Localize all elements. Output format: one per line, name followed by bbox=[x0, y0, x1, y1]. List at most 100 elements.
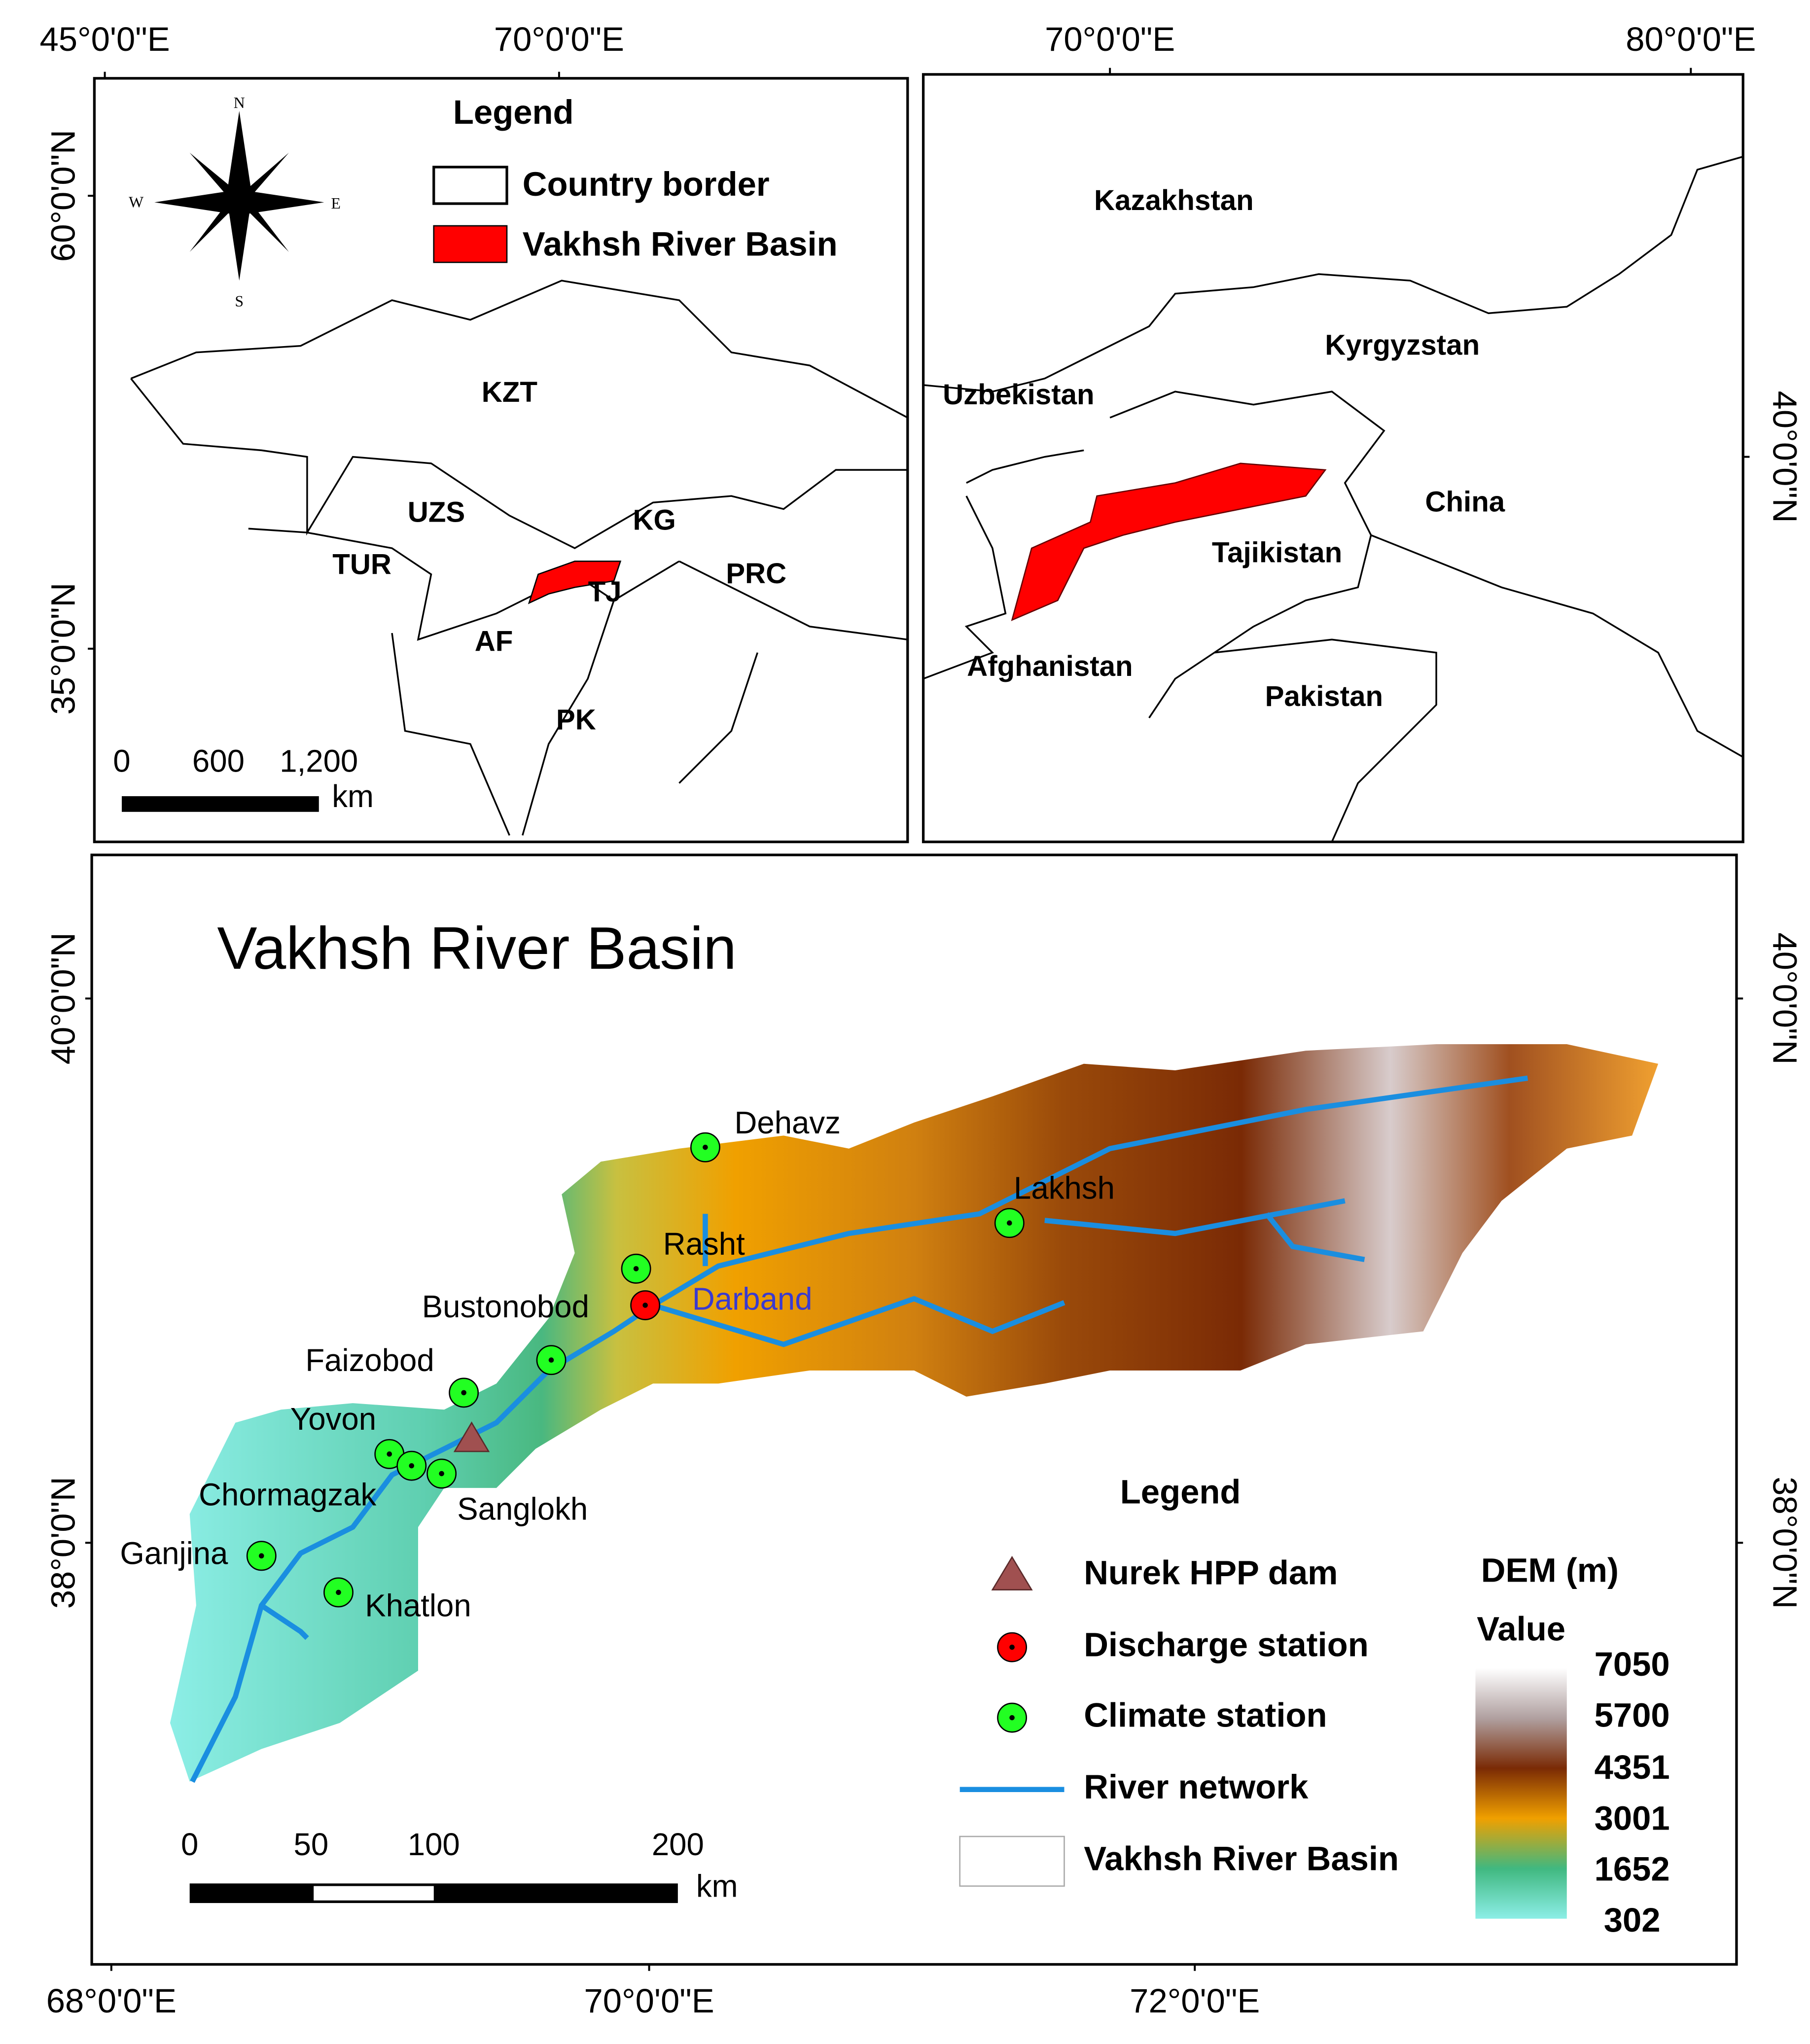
dam-marker bbox=[453, 1421, 490, 1452]
station-label: Faizobod bbox=[305, 1343, 434, 1378]
legend-swatch bbox=[433, 225, 508, 263]
legend-label: Vakhsh River Basin bbox=[523, 225, 838, 263]
station-label: Rasht bbox=[663, 1227, 745, 1262]
scale-label: 200 bbox=[652, 1827, 704, 1862]
dem-value: 4351 bbox=[1595, 1748, 1670, 1786]
legend-title: Legend bbox=[1120, 1473, 1241, 1511]
country-label: Pakistan bbox=[1265, 680, 1384, 712]
station-label: Sanglokh bbox=[457, 1492, 588, 1527]
scale-label: 0 bbox=[113, 744, 130, 779]
scale-label: 100 bbox=[408, 1827, 460, 1862]
x-axis-label: 68°0'0"E bbox=[46, 1982, 177, 2020]
basin-dem bbox=[170, 1044, 1659, 1782]
legend-label: Nurek HPP dam bbox=[1084, 1554, 1338, 1592]
station-marker bbox=[387, 1451, 392, 1457]
station-marker bbox=[409, 1463, 415, 1469]
station-marker bbox=[439, 1471, 444, 1477]
country-label: Uzbekistan bbox=[943, 379, 1094, 411]
country-label: Afghanistan bbox=[967, 650, 1133, 682]
station-marker bbox=[642, 1303, 648, 1308]
y-axis-label: 35°0'0"N bbox=[44, 583, 82, 715]
x-axis-label: 80°0'0"E bbox=[1626, 20, 1756, 58]
scale-unit: km bbox=[696, 1869, 738, 1904]
country-label: China bbox=[1425, 486, 1505, 518]
dem-colorbar bbox=[1475, 1668, 1567, 1919]
dem-value: 7050 bbox=[1595, 1645, 1670, 1683]
country-label: Kazakhstan bbox=[1094, 184, 1254, 216]
station-label: Lakhsh bbox=[1014, 1170, 1115, 1205]
station-label: Yovon bbox=[290, 1402, 376, 1437]
station-label: Khatlon bbox=[365, 1588, 471, 1623]
station-marker bbox=[258, 1553, 264, 1559]
basin-location bbox=[1011, 462, 1327, 621]
legend-title: Legend bbox=[453, 93, 574, 131]
legend-label: Climate station bbox=[1084, 1696, 1327, 1734]
x-axis-label: 70°0'0"E bbox=[584, 1982, 714, 2020]
station-marker bbox=[336, 1589, 341, 1595]
x-axis-label: 70°0'0"E bbox=[1045, 20, 1175, 58]
legend-swatch bbox=[432, 166, 508, 205]
legend-symbol bbox=[1009, 1644, 1015, 1650]
dem-value: 3001 bbox=[1595, 1799, 1670, 1837]
station-marker bbox=[703, 1144, 708, 1150]
x-axis-label: 70°0'0"E bbox=[494, 20, 624, 58]
compass-rose bbox=[154, 111, 324, 281]
dem-value: 302 bbox=[1604, 1901, 1661, 1939]
y-axis-label: 40°0'0"N bbox=[44, 932, 82, 1064]
country-label: KZT bbox=[482, 376, 537, 408]
y-axis-label: 40°0'0"N bbox=[1766, 391, 1804, 523]
scale-label: 600 bbox=[192, 744, 245, 779]
y-axis-label: 60°0'0"N bbox=[44, 130, 82, 262]
dem-value: 5700 bbox=[1595, 1696, 1670, 1734]
dem-title: DEM (m) bbox=[1481, 1551, 1619, 1589]
dem-subtitle: Value bbox=[1477, 1610, 1565, 1648]
station-label: Ganjina bbox=[120, 1536, 228, 1571]
legend-label: River network bbox=[1084, 1768, 1309, 1806]
station-label: Chormagzak bbox=[199, 1477, 376, 1512]
country-label: AF bbox=[475, 626, 513, 658]
station-marker bbox=[1007, 1220, 1012, 1226]
country-borders bbox=[130, 280, 908, 836]
country-label: Tajikistan bbox=[1212, 537, 1342, 569]
scale-label: 1,200 bbox=[280, 744, 358, 779]
country-label: Kyrgyzstan bbox=[1325, 329, 1480, 361]
x-axis-label: 72°0'0"E bbox=[1130, 1982, 1260, 2020]
station-marker bbox=[548, 1357, 554, 1363]
compass-label: W bbox=[129, 193, 143, 211]
scale-label: 0 bbox=[181, 1827, 198, 1862]
legend-label: Discharge station bbox=[1084, 1625, 1369, 1663]
basin-location bbox=[528, 561, 622, 604]
compass-label: S bbox=[235, 293, 244, 310]
legend-symbol bbox=[959, 1835, 1065, 1887]
frame bbox=[90, 853, 1738, 1966]
scale-bar bbox=[314, 1886, 434, 1901]
dem-value: 1652 bbox=[1595, 1850, 1670, 1888]
y-axis-label: 38°0'0"N bbox=[1766, 1477, 1804, 1609]
station-label: Darband bbox=[692, 1281, 813, 1316]
legend-symbol bbox=[991, 1555, 1033, 1590]
y-axis-label: 38°0'0"N bbox=[44, 1477, 82, 1609]
station-marker bbox=[633, 1266, 639, 1271]
station-label: Dehavz bbox=[735, 1105, 841, 1140]
country-label: TUR bbox=[332, 548, 391, 580]
country-label: UZS bbox=[408, 496, 465, 529]
map-title: Vakhsh River Basin bbox=[217, 915, 737, 982]
frame bbox=[93, 77, 909, 844]
scale-unit: km bbox=[332, 779, 374, 814]
legend-label: Vakhsh River Basin bbox=[1084, 1840, 1399, 1878]
country-label: TJ bbox=[588, 576, 622, 608]
country-label: PK bbox=[556, 704, 596, 736]
station-label: Bustonobod bbox=[422, 1289, 589, 1324]
scale-bar bbox=[121, 796, 319, 812]
country-borders bbox=[923, 156, 1744, 843]
frame bbox=[922, 73, 1744, 844]
country-label: KG bbox=[633, 504, 675, 536]
legend-symbol bbox=[1009, 1715, 1015, 1721]
scale-label: 50 bbox=[294, 1827, 329, 1862]
y-axis-label: 40°0'0"N bbox=[1766, 932, 1804, 1064]
legend-label: Country border bbox=[523, 165, 770, 203]
station-marker bbox=[461, 1390, 466, 1396]
x-axis-label: 45°0'0"E bbox=[40, 20, 170, 58]
compass-label: E bbox=[331, 195, 340, 212]
